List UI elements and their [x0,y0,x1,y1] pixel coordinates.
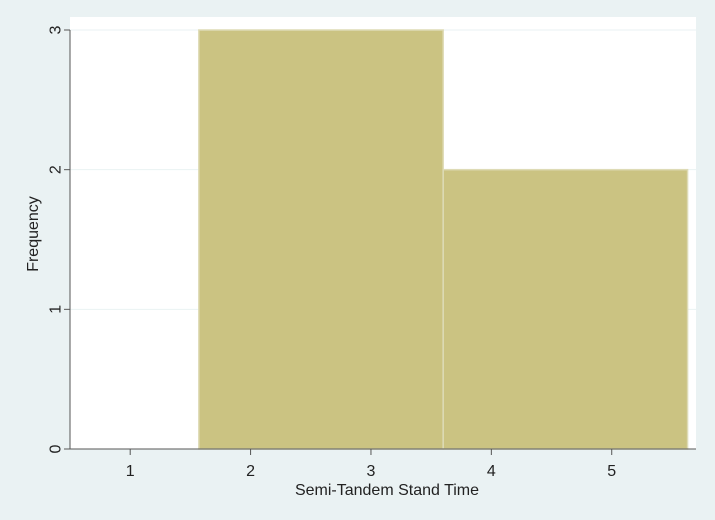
y-tick-label: 2 [48,165,65,174]
x-tick-label: 3 [367,463,376,480]
axes: 0 1 2 3 1 2 3 4 5 [48,25,696,480]
y-tick-label: 0 [48,444,65,453]
bars [198,29,689,450]
x-tick-label: 2 [246,463,255,480]
histogram-bar-2 [442,168,689,450]
y-tick-label: 3 [48,25,65,34]
histogram-bar-1 [198,29,444,450]
x-axis-title: Semi-Tandem Stand Time [295,482,479,499]
y-tick-label: 1 [48,305,65,314]
x-tick-label: 1 [126,463,135,480]
x-tick-label: 4 [487,463,496,480]
y-axis-title: Frequency [25,196,42,272]
x-tick-label: 5 [607,463,616,480]
